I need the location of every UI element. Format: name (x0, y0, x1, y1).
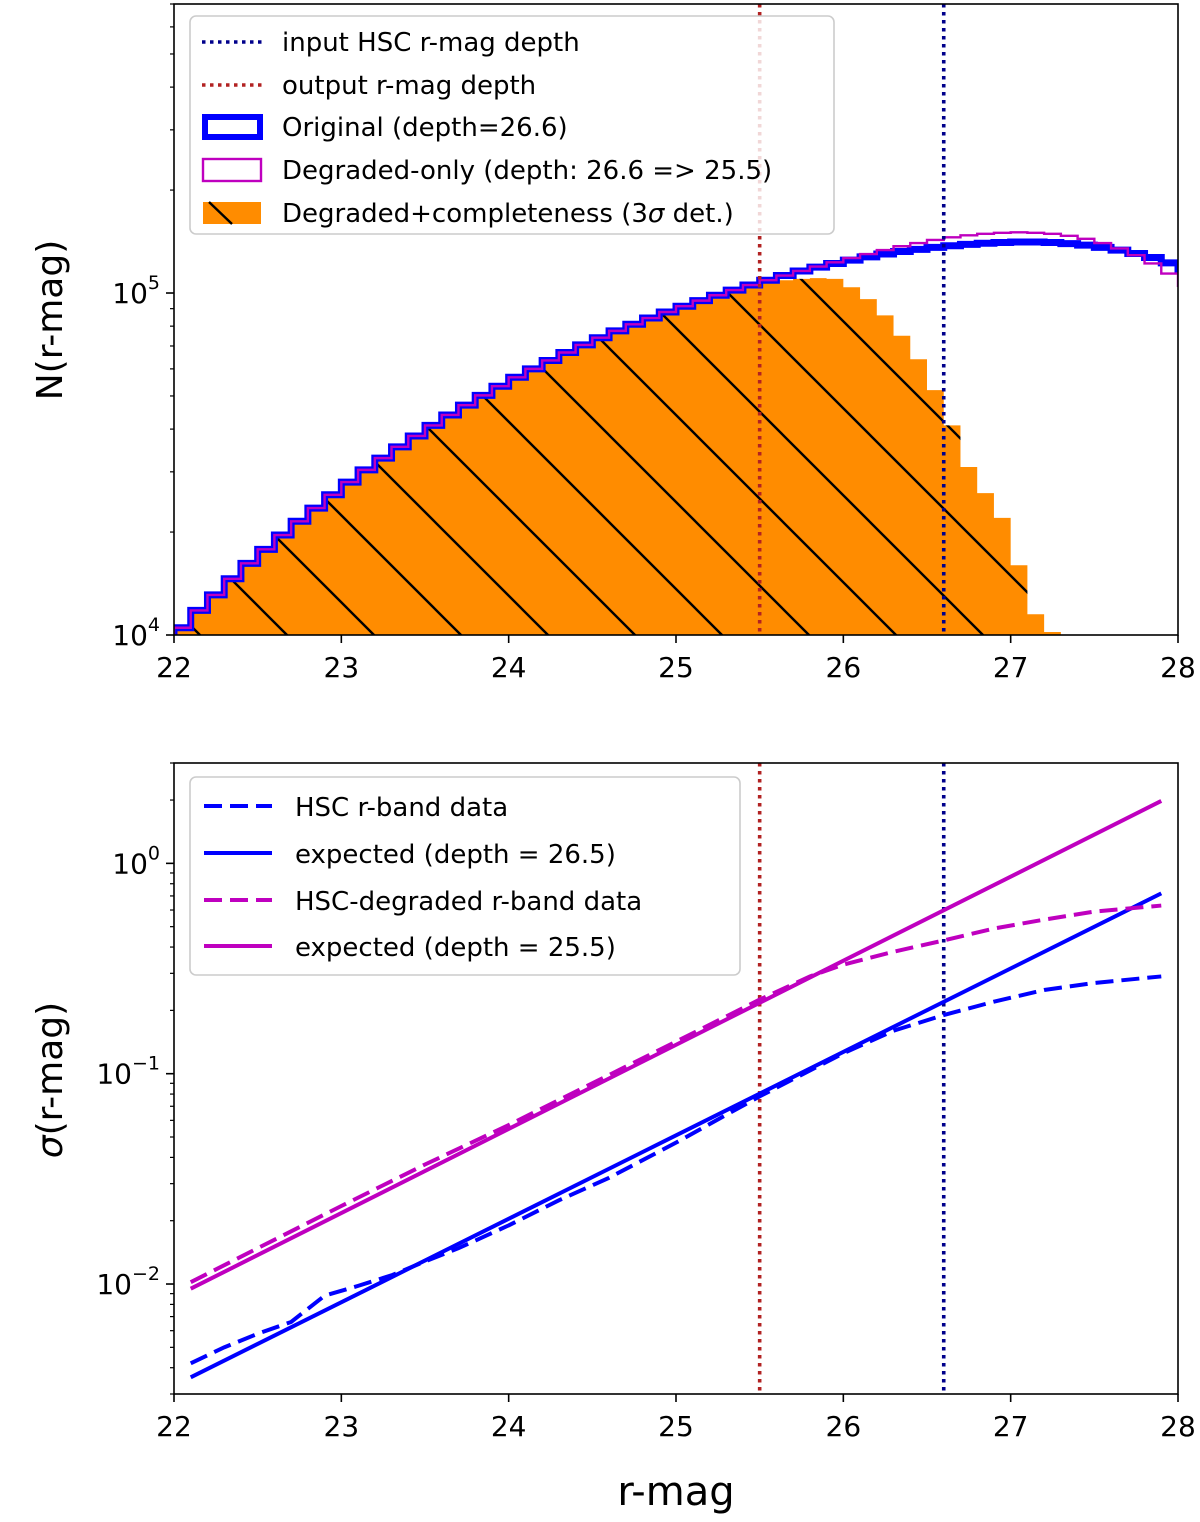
error-series-1 (189, 891, 1163, 1380)
error-y-tick-label: 10−2 (96, 1263, 160, 1301)
error-x-tick-label: 26 (826, 1410, 862, 1443)
histogram-y-tick-label: 104 (112, 614, 160, 652)
histogram-y-axis-label: N(r-mag) (30, 240, 71, 401)
error-x-tick-label: 28 (1160, 1410, 1196, 1443)
histogram-x-tick-label: 28 (1160, 651, 1196, 684)
legend-label-degraded: Degraded-only (depth: 26.6 => 25.5) (282, 156, 772, 186)
legend-handle-degraded (201, 157, 263, 183)
error-y-axis-label: σ(r-mag) (30, 1002, 71, 1158)
legend-handle-completeness (203, 202, 261, 224)
error-series-2 (189, 903, 1162, 1284)
error-y-tick-label: 100 (112, 842, 160, 880)
histogram-x-tick-label: 22 (156, 651, 192, 684)
error-series-0 (189, 974, 1162, 1366)
error-x-tick-label: 22 (156, 1410, 192, 1443)
error-x-tick-label: 27 (993, 1410, 1029, 1443)
histogram-x-tick-label: 26 (826, 651, 862, 684)
legend-label-s0: HSC r-band data (295, 793, 508, 823)
histogram-legend: input HSC r-mag depth output r-mag depth O… (189, 15, 835, 235)
error-y-tick-label: 10−1 (96, 1053, 160, 1091)
error-panel: 22 23 24 25 26 27 28 10−2 10−1 100 σ(r-mag) r-mag… (30, 762, 1196, 1515)
error-legend-frame (189, 776, 741, 976)
histogram-panel: 22 23 24 25 26 27 28 104 105 N(r-mag) input HSC … (30, 3, 1196, 684)
error-legend: HSC r-band data expected (depth = 26.5) HS… (189, 776, 741, 976)
histogram-x-tick-label: 24 (491, 651, 527, 684)
legend-label-completeness: Degraded+completeness (3σ det.) (282, 199, 734, 229)
error-x-axis-label: r-mag (617, 1469, 734, 1515)
legend-label-s2: HSC-degraded r-band data (295, 887, 642, 917)
legend-label-s1: expected (depth = 26.5) (295, 840, 616, 870)
legend-label-vline-input: input HSC r-mag depth (282, 28, 580, 58)
histogram-y-tick-label: 105 (112, 272, 160, 310)
histogram-x-tick-label: 25 (658, 651, 694, 684)
legend-label-s3: expected (depth = 25.5) (295, 933, 616, 963)
error-x-tick-label: 24 (491, 1410, 527, 1443)
error-series-3 (189, 799, 1163, 1291)
legend-handle-completeness-hatch (208, 201, 233, 225)
error-x-tick-label: 23 (324, 1410, 360, 1443)
histogram-legend-frame (189, 15, 835, 235)
degraded-histogram (174, 231, 1178, 635)
legend-label-vline-output: output r-mag depth (282, 71, 536, 101)
legend-handle-original (202, 114, 263, 140)
legend-label-original: Original (depth=26.6) (282, 113, 568, 143)
histogram-x-tick-label: 27 (993, 651, 1029, 684)
error-x-tick-label: 25 (658, 1410, 694, 1443)
histogram-x-tick-label: 23 (324, 651, 360, 684)
completeness-histogram-hatch (174, 278, 1061, 635)
